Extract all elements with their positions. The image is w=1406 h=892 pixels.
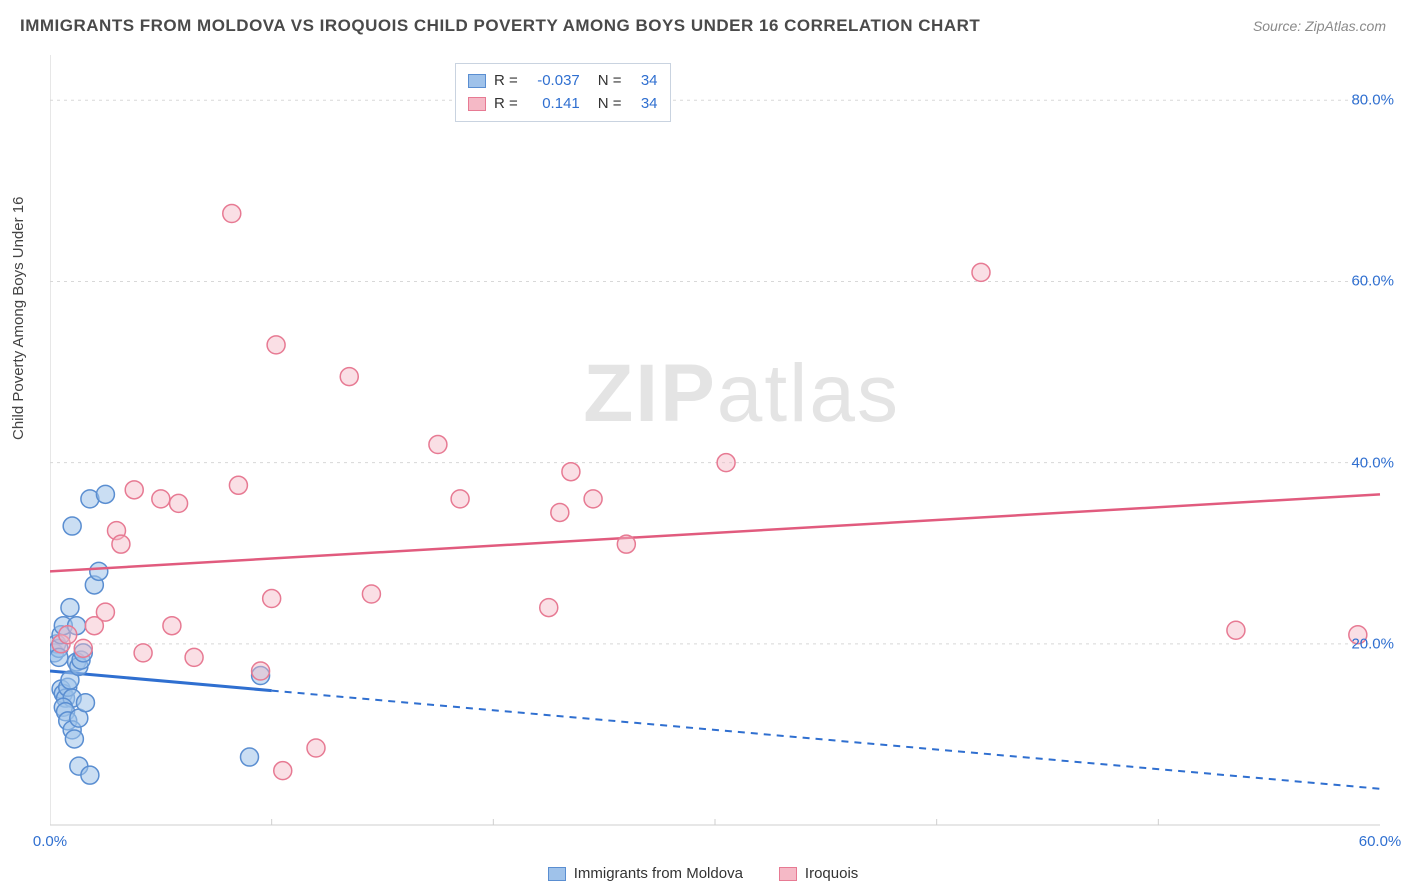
legend-item: Iroquois [779,865,858,882]
legend-swatch-icon [548,867,566,881]
chart-source: Source: ZipAtlas.com [1253,18,1386,34]
legend-r-value: 0.141 [526,93,580,116]
legend-swatch-icon [468,74,486,88]
legend-n-value: 34 [630,70,658,93]
y-tick-label: 40.0% [1351,454,1394,471]
legend-r-value: -0.037 [526,70,580,93]
legend-swatch-icon [468,97,486,111]
legend-n-label: N = [598,70,622,93]
legend-r-label: R = [494,93,518,116]
y-tick-label: 20.0% [1351,635,1394,652]
y-tick-label: 60.0% [1351,273,1394,290]
x-tick-label: 60.0% [1359,833,1402,850]
legend-stats: R = -0.037 N = 34 R = 0.141 N = 34 [455,63,671,122]
y-axis-label: Child Poverty Among Boys Under 16 [10,197,27,440]
legend-bottom: Immigrants from Moldova Iroquois [0,865,1406,882]
legend-label: Immigrants from Moldova [574,865,743,882]
legend-label: Iroquois [805,865,858,882]
y-tick-label: 80.0% [1351,92,1394,109]
legend-swatch-icon [779,867,797,881]
chart-title: IMMIGRANTS FROM MOLDOVA VS IROQUOIS CHIL… [20,16,980,36]
legend-n-label: N = [598,93,622,116]
legend-stats-row: R = 0.141 N = 34 [468,93,658,116]
legend-r-label: R = [494,70,518,93]
x-tick-label: 0.0% [33,833,67,850]
legend-stats-row: R = -0.037 N = 34 [468,70,658,93]
legend-item: Immigrants from Moldova [548,865,743,882]
correlation-chart [50,55,1396,840]
legend-n-value: 34 [630,93,658,116]
